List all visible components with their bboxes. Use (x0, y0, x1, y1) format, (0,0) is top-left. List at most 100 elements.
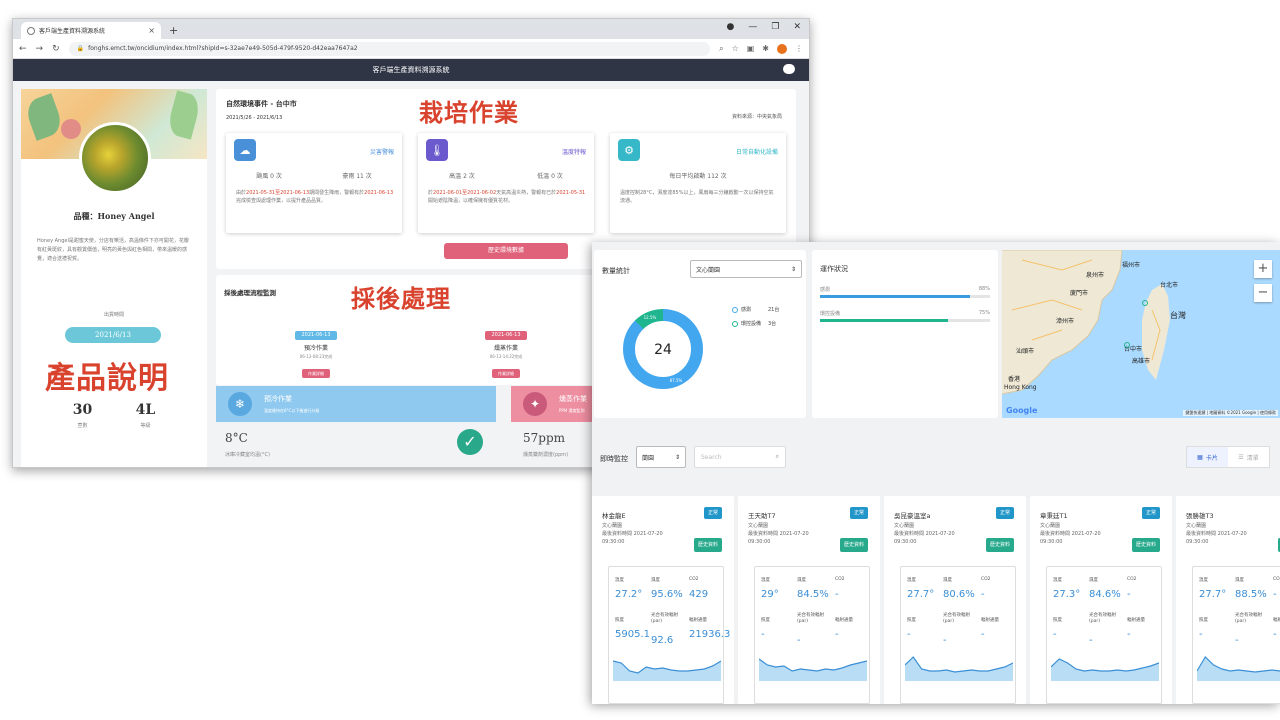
map-label: Hong Kong (1004, 384, 1037, 391)
donut-chart: 12.5% 87.5% 24 (623, 309, 703, 389)
list-view-button[interactable]: ☰ 清單 (1228, 447, 1269, 467)
farm-updated: 最後資料時間 2021-07-20 (748, 531, 809, 537)
history-data-button[interactable]: 歷史資料 (1278, 538, 1280, 552)
chat-icon[interactable] (783, 64, 795, 74)
step-name: 預冷作業 (303, 345, 328, 352)
maximize-icon[interactable]: ❐ (771, 22, 780, 32)
puzzle-icon[interactable]: ✱ (762, 44, 769, 53)
grid-view-button[interactable]: ▦ 卡片 (1187, 447, 1228, 467)
bar-pct: 75% (978, 310, 990, 316)
select-value: 蘭園 (642, 454, 655, 462)
sensor-label: 輻射通量 (981, 618, 999, 623)
text-highlight: 2021-06-01至2021-06-02 (433, 190, 497, 196)
check-icon: ✓ (457, 429, 483, 455)
history-data-button[interactable]: 歷史資料 (1132, 538, 1160, 552)
product-stats: 30 莖數 4L 等級 (21, 402, 207, 429)
sparkline-chart (1197, 656, 1280, 681)
sensor-label: 光合有效輻射 (par) (943, 613, 970, 624)
thermometer-icon: 🌡 (426, 139, 448, 161)
history-environment-button[interactable]: 歷史環境數據 (444, 243, 568, 259)
farm-time: 09:30:00 (748, 539, 771, 545)
minimize-icon[interactable]: — (748, 22, 758, 32)
sensor-value: 92.6 (651, 635, 674, 646)
farm-crop: 文心蘭園 (748, 523, 769, 529)
bar-pct: 88% (978, 286, 990, 292)
farm-card[interactable]: 吳昆豪溫室a 文心蘭園 最後資料時間 2021-07-20 09:30:00 正常 歷史資… (884, 496, 1026, 704)
window-controls: ● — ❐ ✕ (727, 22, 801, 32)
browser-tab[interactable]: 客戶端生產資料溯源系統 × (21, 22, 161, 39)
product-description: Honey Angel是甜蜜天使，分店有樂活，高溫條件下亦可開花，花瓣有紅黃斑紋… (37, 238, 189, 262)
legend-label: 環控設備 (741, 321, 762, 327)
event-counts: 高溫 2 次 低溫 0 次 (418, 171, 594, 180)
stats-label: 數量統計 (602, 267, 630, 275)
back-icon[interactable]: ← (19, 43, 27, 54)
profile-icon[interactable]: ● (726, 22, 735, 32)
map-attribution[interactable]: 鍵盤快速鍵 | 地圖資料 ©2021 Google | 使用條款 (1183, 410, 1278, 416)
stats-card: 數量統計 文心蘭園 ⇕ 12.5% 87.5% 24 感測 21台 環控設備 3台 (594, 250, 806, 418)
reload-icon[interactable]: ↻ (52, 43, 60, 54)
sensor-label: CO2 (981, 577, 991, 582)
text-part: 由於 (236, 190, 247, 196)
zoom-out-button[interactable]: − (1254, 284, 1272, 302)
zoom-in-button[interactable]: + (1254, 260, 1272, 278)
stats-select[interactable]: 文心蘭園 ⇕ (690, 260, 802, 278)
farm-name: 吳昆豪溫室a (894, 512, 931, 520)
new-tab-button[interactable]: + (169, 24, 179, 37)
star-icon[interactable]: ☆ (731, 44, 739, 53)
tab-title: 客戶端生產資料溯源系統 (39, 28, 106, 35)
history-data-button[interactable]: 歷史資料 (840, 538, 868, 552)
sparkline-chart (1051, 658, 1159, 681)
sparkline-line (759, 658, 867, 672)
close-tab-icon[interactable]: × (148, 26, 155, 35)
forward-icon[interactable]: → (35, 43, 44, 54)
menu-icon[interactable]: ⋮ (795, 44, 803, 53)
farm-meta: 文心蘭園 最後資料時間 2021-07-20 09:30:00 (602, 522, 663, 546)
map-label: 台中市 (1124, 346, 1143, 353)
sensor-value: - (1127, 629, 1131, 640)
history-data-button[interactable]: 歷史資料 (986, 538, 1014, 552)
step-detail-button[interactable]: 作業詳細 (492, 369, 520, 378)
farm-meta: 文心蘭園 最後資料時間 2021-07-20 09:30:00 (1186, 522, 1247, 546)
address-bar[interactable]: 🔒 fonghs.emct.tw/oncidium/index.html?shi… (68, 41, 711, 56)
map-label: 泉州市 (1086, 272, 1105, 279)
globe-icon (27, 26, 35, 35)
map-marker-icon[interactable] (1142, 300, 1148, 306)
product-card: 品種：Honey Angel Honey Angel是甜蜜天使，分店有樂活，高溫… (21, 89, 207, 467)
environment-title: 自然環境事件 - 台中市 (226, 100, 297, 108)
map-label: 汕頭市 (1016, 348, 1035, 355)
search-input[interactable]: Search ⌕ (694, 446, 786, 468)
step-detail-button[interactable]: 作業詳細 (302, 369, 330, 378)
monitor-select[interactable]: 蘭園 ⇕ (636, 446, 686, 468)
farm-meta: 文心蘭園最後資料時間 2021-07-20 09:30:00 (748, 522, 809, 546)
map-marker-icon[interactable] (1124, 342, 1130, 348)
sensor-value: 84.5% (797, 589, 829, 600)
sparkline-area (1197, 657, 1280, 681)
map-label: 福州市 (1122, 262, 1141, 269)
farm-card[interactable]: 王天助T7 文心蘭園 最後資料時間 2021-07-20 09:30:00 正常 歷史資料… (738, 496, 880, 704)
sensor-label: CO2 (1127, 577, 1137, 582)
cloud-icon: ☁ (234, 139, 256, 161)
select-value: 文心蘭園 (696, 266, 721, 274)
farm-meta: 文心蘭園 最後資料時間 2021-07-20 09:30:00 (894, 522, 955, 546)
avatar[interactable] (777, 43, 787, 54)
sort-icon: ⇕ (790, 265, 796, 273)
donut-segment (623, 309, 703, 389)
farm-updated: 最後資料時間 2021-07-20 (894, 531, 955, 537)
post-harvest-card: 採後處理流程監測 2021-06-13 預冷作業 06-13-08:23完成 作… (216, 275, 616, 385)
sensor-label: 溫度 (1199, 578, 1208, 583)
sensor-value: - (1235, 635, 1239, 646)
extension-icon[interactable]: ▣ (746, 44, 755, 53)
farm-card[interactable]: 林金龍E 文心蘭園 最後資料時間 2021-07-20 09:30:00 正常 歷史資料溫… (592, 496, 734, 704)
zoom-icon[interactable]: ⌕ (719, 43, 724, 53)
history-data-button[interactable]: 歷史資料 (694, 538, 722, 552)
close-window-icon[interactable]: ✕ (793, 22, 801, 32)
farm-card[interactable]: 章秉廷T1 文心蘭園 最後資料時間 2021-07-20 09:30:00 正常 歷史資料… (1030, 496, 1172, 704)
legend-control: 環控設備 (732, 320, 761, 327)
legend-sensor: 感測 (732, 306, 751, 313)
map-view[interactable]: 廈門市 泉州市 福州市 台北市 台灣 漳州市 台中市 高雄市 汕頭市 香港 Ho… (1002, 250, 1280, 418)
sensor-label: 溫度 (907, 578, 916, 583)
sensor-label: CO2 (1273, 577, 1280, 582)
farm-time: 09:30:00 (894, 539, 917, 545)
sensor-value: - (943, 635, 947, 646)
